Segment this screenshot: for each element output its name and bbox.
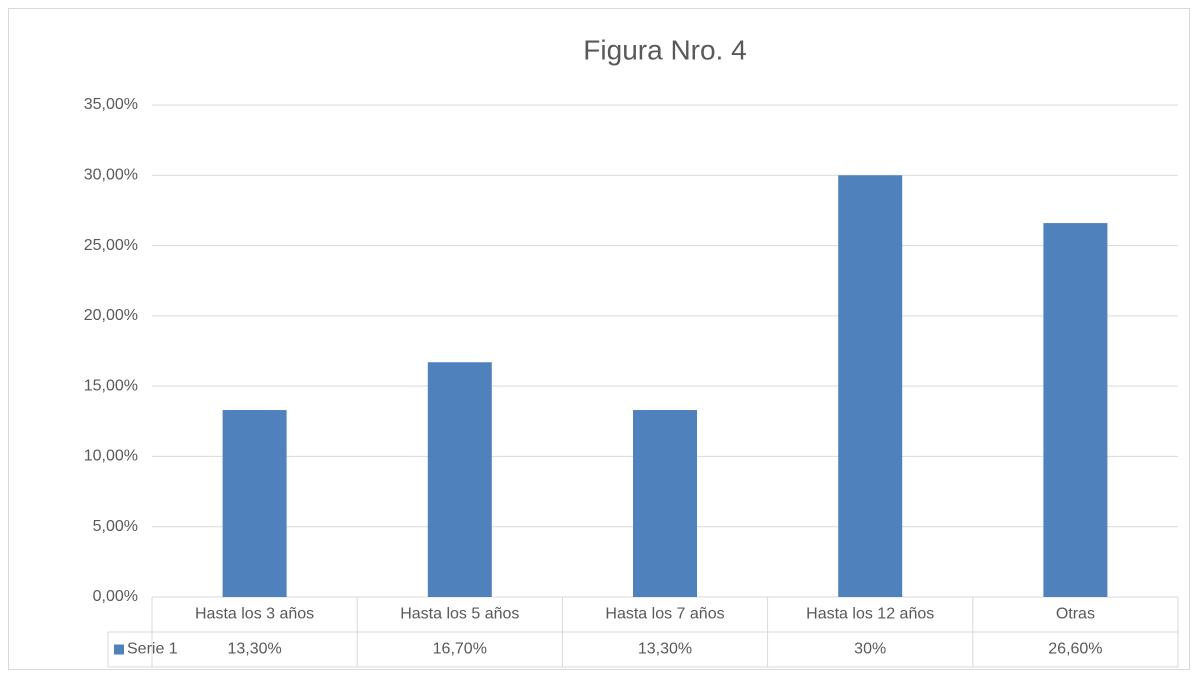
table-value: 13,30% xyxy=(227,641,281,658)
x-tick-label: Hasta los 7 años xyxy=(605,606,724,623)
chart-title: Figura Nro. 4 xyxy=(583,34,746,65)
x-tick-label: Hasta los 3 años xyxy=(195,606,314,623)
chart-frame xyxy=(8,8,1190,670)
table-value: 16,70% xyxy=(433,641,487,658)
y-tick-label: 10,00% xyxy=(84,448,138,465)
x-tick-label: Hasta los 5 años xyxy=(400,606,519,623)
table-value: 30% xyxy=(854,641,886,658)
y-tick-label: 30,00% xyxy=(84,167,138,184)
bar xyxy=(838,175,903,598)
bar xyxy=(1043,223,1108,597)
bar xyxy=(222,410,287,597)
x-tick-label: Otras xyxy=(1056,606,1095,623)
x-tick-label: Hasta los 12 años xyxy=(806,606,934,623)
legend-label: Serie 1 xyxy=(127,641,178,658)
y-tick-label: 5,00% xyxy=(93,518,138,535)
y-tick-label: 25,00% xyxy=(84,237,138,254)
bar xyxy=(427,362,492,597)
table-value: 26,60% xyxy=(1048,641,1102,658)
bar xyxy=(633,410,697,597)
y-tick-label: 35,00% xyxy=(84,96,138,113)
y-tick-label: 15,00% xyxy=(84,377,138,394)
table-value: 13,30% xyxy=(638,641,692,658)
y-tick-label: 20,00% xyxy=(84,307,138,324)
y-tick-label: 0,00% xyxy=(93,588,138,605)
legend-swatch xyxy=(114,644,124,655)
